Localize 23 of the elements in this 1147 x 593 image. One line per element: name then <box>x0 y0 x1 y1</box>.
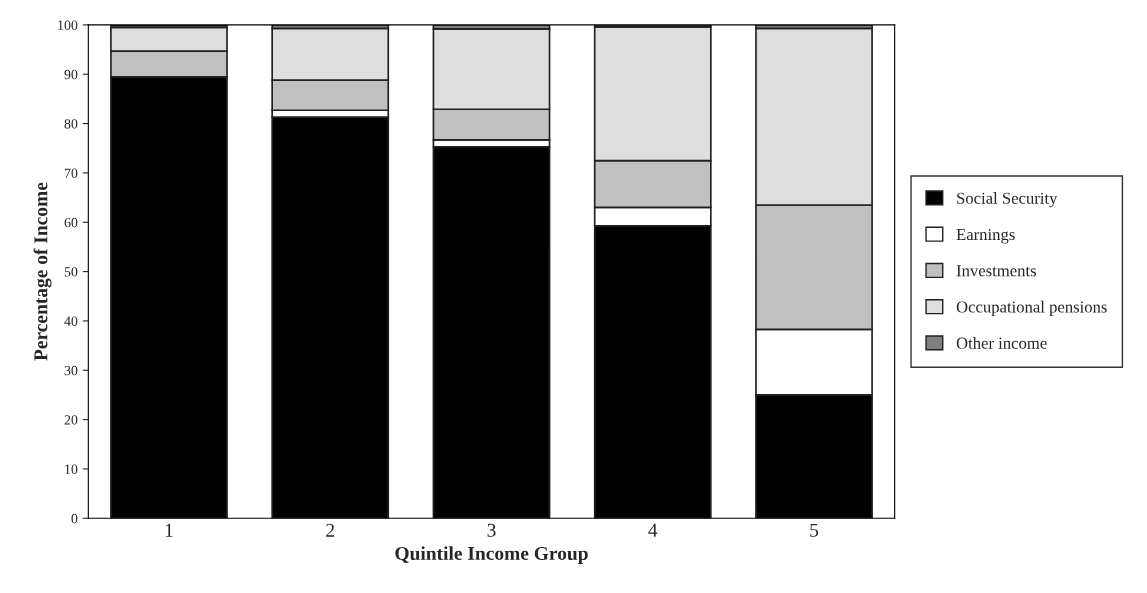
y-tick-label: 20 <box>64 415 78 425</box>
legend-label: Occupational pensions <box>956 300 1107 316</box>
y-tick-label: 50 <box>64 267 78 277</box>
x-tick-label: 2 <box>326 523 335 537</box>
legend-label: Social Security <box>957 192 1058 208</box>
y-tick-label: 80 <box>64 119 78 129</box>
x-tick-label: 4 <box>648 523 658 537</box>
x-axis-title: Quintile Income Group <box>395 546 588 564</box>
y-tick-label: 90 <box>64 69 78 80</box>
y-tick-label: 70 <box>64 168 78 178</box>
y-tick-label: 100 <box>58 20 78 30</box>
y-tick-label: 10 <box>65 464 78 474</box>
y-tick-label: 40 <box>64 316 78 326</box>
legend-label: Other income <box>956 337 1047 349</box>
y-axis-title: Percentage of Income <box>33 182 52 361</box>
legend-label: Earnings <box>956 228 1015 244</box>
y-tick-label: 30 <box>64 365 78 376</box>
x-tick-label: 1 <box>165 523 173 537</box>
x-tick-label: 3 <box>487 523 496 537</box>
y-tick-label: 0 <box>71 513 78 524</box>
x-tick-label: 5 <box>810 523 819 537</box>
y-tick-label: 60 <box>64 217 78 228</box>
legend-label: Investments <box>956 265 1036 277</box>
